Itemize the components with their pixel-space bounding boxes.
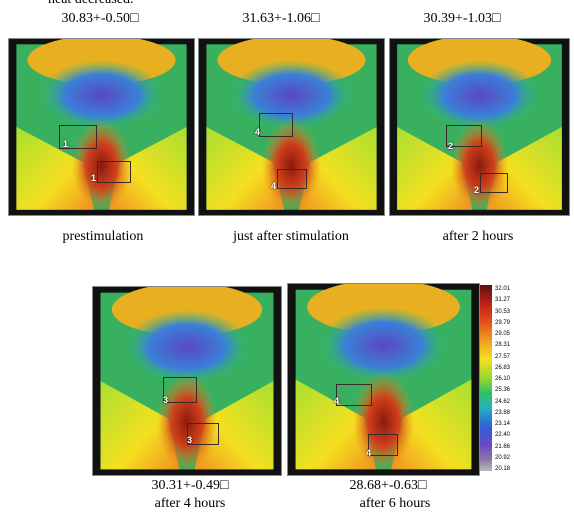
marker-box [336,384,372,406]
thermal-image: 4 4 [198,38,385,216]
marker-label: 2 [448,141,454,151]
scale-label: 22.40 [495,432,511,439]
scale-label: 23.88 [495,409,511,416]
scale-label: 29.05 [495,331,511,337]
scale-label: 20.18 [495,466,511,472]
marker-box [187,423,219,445]
scale-label: 30.53 [495,308,511,315]
thermal-image: 3 3 [92,286,282,476]
marker-label: 4 [334,396,340,406]
caption: after 4 hours [154,496,226,511]
scale-label: 29.79 [495,319,511,326]
marker-box [446,125,482,147]
scale-label: 24.62 [495,398,511,405]
thermal-image: 2 2 [389,38,570,216]
scale-label: 20.92 [495,454,511,461]
marker-box [163,377,197,403]
scale-label: 31.27 [495,297,511,304]
scale-label: 23.14 [495,421,511,427]
temperature: 30.31+-0.49□ [151,478,229,493]
marker-label: 3 [163,395,169,405]
marker-label: 2 [474,185,480,195]
scale-label: 28.31 [495,342,511,349]
scale-label: 25.36 [495,387,511,394]
marker-box [59,125,97,149]
marker-box [277,169,307,189]
scale-label: 21.66 [495,443,511,450]
marker-box [368,434,398,456]
marker-box [480,173,508,193]
marker-label: 4 [271,181,277,191]
marker-label: 3 [187,435,193,445]
scale-label: 32.01 [495,286,511,292]
thermal-image: 4 4 [287,283,480,476]
marker-label: 4 [255,127,261,137]
temperature: 30.83+-0.50□ [61,11,139,26]
marker-box [259,113,293,137]
marker-box [97,161,131,183]
scale-label: 26.83 [495,364,511,371]
temperature: 28.68+-0.63□ [349,478,427,493]
header-text: heat decreased. [48,0,134,8]
caption: prestimulation [62,229,144,244]
scale-label: 27.57 [495,353,511,360]
marker-label: 1 [91,173,97,183]
temperature: 30.39+-1.03□ [423,11,501,26]
marker-label: 1 [63,139,69,149]
thermal-image: 1 1 [8,38,195,216]
caption: after 2 hours [442,229,514,244]
color-scale-bar [480,285,492,471]
temperature: 31.63+-1.06□ [242,11,320,26]
marker-label: 4 [366,448,372,458]
scale-label: 26.10 [495,376,511,382]
caption: after 6 hours [359,496,431,511]
caption: just after stimulation [233,229,349,244]
